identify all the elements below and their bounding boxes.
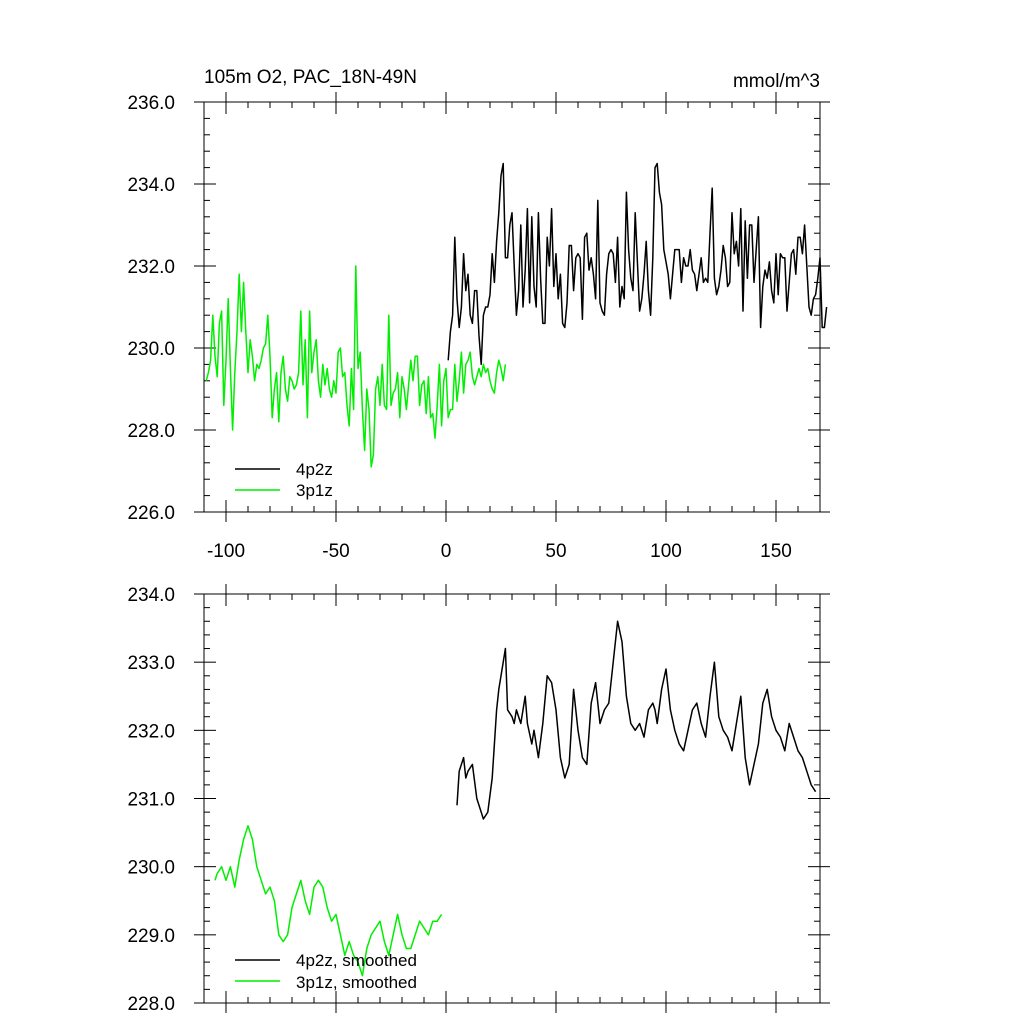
plot-frame [203, 593, 821, 1004]
bottom-panel: 228.0 229.0 230.0 231.0 232.0 233.0 234.0 4p2z… [127, 584, 830, 1015]
top-panel: 105m O2, PAC_18N-49N mmol/m^3 -100 -50 0 50… [127, 67, 830, 562]
y-tick-label: 231.0 [127, 790, 175, 811]
x-tick-label: 100 [650, 541, 682, 562]
bottom-panel-legend: 4p2z, smoothed 3p1z, smoothed [235, 951, 417, 992]
y-tick-label: 234.0 [127, 585, 175, 606]
top-panel-axes: -100 -50 0 50 100 150 226.0 228.0 230.0 232.0 234.… [127, 92, 830, 562]
y-tick-label: 232.0 [127, 721, 175, 742]
y-tick-label: 226.0 [127, 503, 175, 524]
top-panel-title: 105m O2, PAC_18N-49N [204, 67, 417, 88]
y-tick-label: 228.0 [127, 421, 175, 442]
legend-label-3p1z-smoothed: 3p1z, smoothed [296, 973, 417, 992]
legend-label-4p2z: 4p2z [296, 460, 333, 479]
series-line-4p2z-smoothed [456, 620, 817, 820]
bottom-panel-axes: 228.0 229.0 230.0 231.0 232.0 233.0 234.0 [127, 584, 830, 1015]
y-tick-label: 230.0 [127, 339, 175, 360]
y-tick-label: 232.0 [127, 257, 175, 278]
plot-frame [203, 101, 821, 513]
y-tick-label: 228.0 [127, 994, 175, 1015]
top-panel-units: mmol/m^3 [733, 71, 820, 92]
bottom-panel-series [214, 620, 817, 977]
series-line-3p1z [205, 265, 507, 468]
y-tick-label: 230.0 [127, 858, 175, 879]
legend-label-3p1z: 3p1z [296, 481, 333, 500]
series-line-3p1z-smoothed [214, 825, 443, 977]
y-tick-label: 229.0 [127, 926, 175, 947]
series-line-4p2z [447, 162, 828, 366]
x-tick-label: 150 [760, 541, 792, 562]
x-tick-label: -50 [322, 541, 349, 562]
y-tick-label: 236.0 [127, 93, 175, 114]
legend-label-4p2z-smoothed: 4p2z, smoothed [296, 951, 417, 970]
x-tick-label: 0 [441, 541, 452, 562]
y-tick-label: 234.0 [127, 175, 175, 196]
x-tick-label: -100 [207, 541, 245, 562]
y-tick-label: 233.0 [127, 653, 175, 674]
top-panel-legend: 4p2z 3p1z [235, 460, 333, 500]
x-tick-label: 50 [545, 541, 566, 562]
top-panel-series [205, 162, 828, 468]
